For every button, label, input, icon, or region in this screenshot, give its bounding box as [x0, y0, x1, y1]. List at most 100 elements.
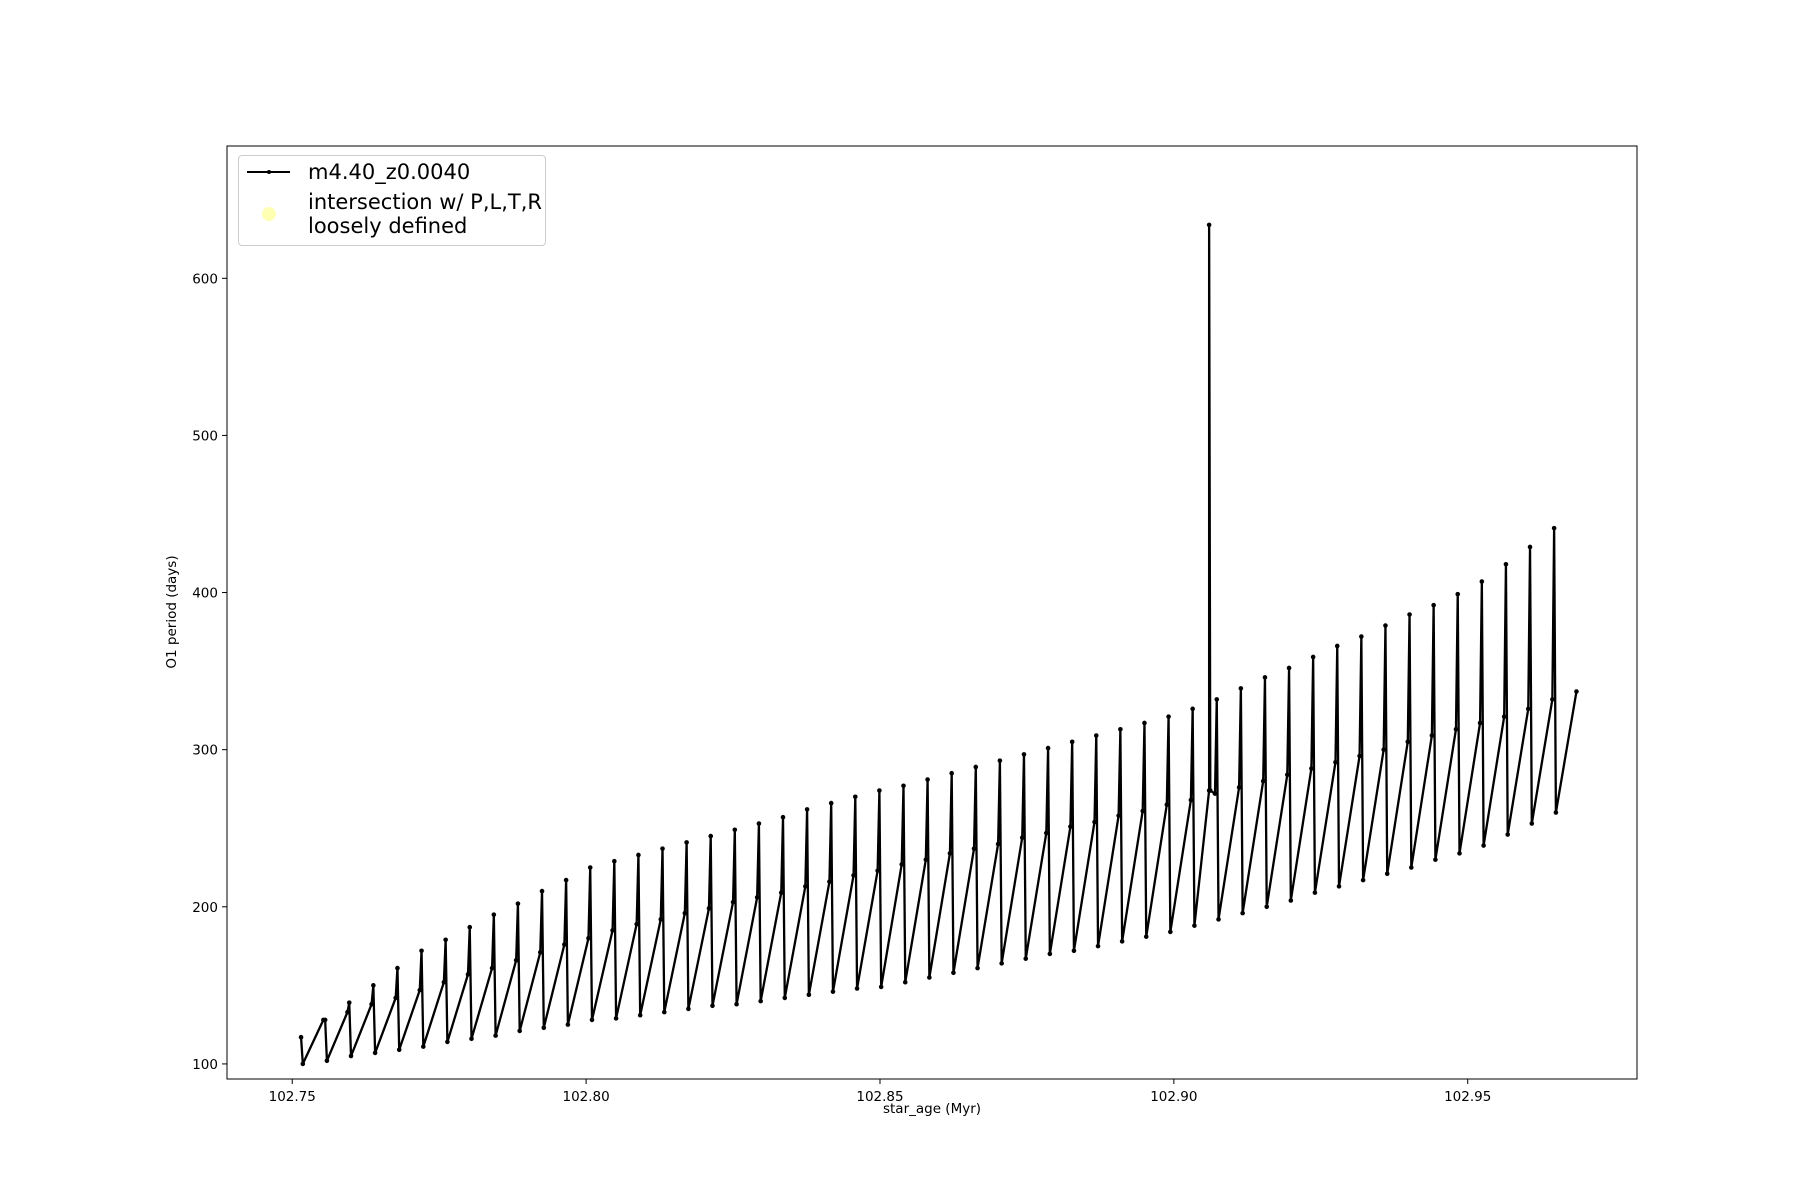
point-marker	[1190, 706, 1195, 712]
point-marker	[854, 986, 860, 991]
point-marker	[708, 833, 714, 839]
point-marker	[852, 794, 858, 800]
point-marker	[730, 899, 736, 905]
point-marker	[1238, 686, 1244, 691]
point-marker	[1384, 871, 1390, 877]
point-marker	[1260, 778, 1266, 784]
point-marker	[661, 1009, 667, 1015]
point-marker	[562, 942, 567, 947]
point-marker	[682, 910, 688, 916]
point-marker	[1288, 898, 1294, 903]
point-marker	[1262, 675, 1268, 680]
point-marker	[684, 840, 689, 845]
point-marker	[1310, 654, 1316, 660]
y-tick-label: 500	[192, 428, 218, 444]
point-marker	[1457, 851, 1462, 856]
point-marker	[346, 1000, 352, 1005]
series-line	[299, 223, 1578, 1066]
point-marker	[971, 846, 977, 851]
point-marker	[902, 979, 908, 985]
point-marker	[686, 1006, 691, 1012]
point-marker	[541, 1025, 547, 1031]
point-marker	[1360, 877, 1366, 883]
point-marker	[1525, 706, 1531, 712]
point-marker	[758, 998, 763, 1004]
point-marker	[778, 890, 784, 895]
point-marker	[396, 1047, 402, 1053]
point-marker	[493, 1033, 498, 1038]
point-marker	[1409, 865, 1414, 870]
legend-marker	[262, 207, 276, 221]
point-marker	[1214, 697, 1220, 702]
point-marker	[1574, 689, 1579, 694]
point-marker	[1095, 943, 1101, 949]
point-marker	[348, 1053, 354, 1059]
point-marker	[465, 972, 471, 977]
point-marker	[371, 983, 376, 988]
point-marker	[997, 758, 1003, 763]
point-marker	[803, 884, 808, 889]
point-marker	[537, 950, 543, 955]
point-marker	[1453, 726, 1459, 732]
point-marker	[973, 764, 979, 770]
point-marker	[324, 1058, 330, 1064]
point-marker	[1188, 797, 1194, 803]
x-tick-label: 102.80	[562, 1089, 609, 1105]
point-marker	[827, 879, 832, 884]
y-tick-label: 200	[192, 900, 218, 916]
point-marker	[878, 984, 884, 990]
x-axis-label: star_age (Myr)	[883, 1101, 981, 1117]
point-marker	[1336, 884, 1342, 889]
point-marker	[1140, 808, 1146, 814]
legend-marker	[267, 170, 271, 174]
point-marker	[1212, 791, 1218, 796]
legend: m4.40_z0.0040 intersection w/ P,L,T,R loo…	[238, 155, 546, 246]
point-marker	[300, 1061, 306, 1067]
point-marker	[322, 1017, 328, 1023]
point-marker	[445, 1039, 450, 1045]
point-marker	[1553, 810, 1559, 815]
point-marker	[1023, 956, 1029, 961]
point-marker	[828, 800, 834, 806]
point-marker	[1357, 753, 1362, 759]
point-marker	[1383, 623, 1388, 628]
point-marker	[1119, 939, 1125, 944]
point-marker	[901, 783, 906, 789]
point-marker	[637, 1012, 643, 1018]
point-marker	[1284, 772, 1290, 778]
point-marker	[899, 862, 905, 867]
point-marker	[1216, 917, 1221, 922]
x-tick-label: 102.85	[856, 1089, 903, 1105]
point-marker	[1429, 733, 1435, 738]
point-marker	[1142, 720, 1147, 726]
point-marker	[1207, 788, 1213, 793]
point-marker	[1431, 602, 1436, 608]
point-marker	[298, 1034, 304, 1040]
point-marker	[395, 965, 400, 971]
legend-label: m4.40_z0.0040	[308, 160, 471, 184]
point-marker	[1118, 726, 1123, 732]
point-marker	[999, 961, 1004, 966]
y-tick-label: 100	[192, 1057, 218, 1073]
point-marker	[1019, 835, 1025, 840]
point-marker	[1309, 766, 1314, 771]
point-marker	[706, 906, 712, 911]
y-tick-label: 300	[192, 743, 218, 759]
point-marker	[1550, 697, 1555, 702]
point-marker	[467, 924, 473, 930]
legend-swatch	[262, 207, 276, 221]
point-marker	[417, 987, 423, 993]
point-marker	[563, 877, 569, 883]
point-marker	[345, 1009, 350, 1015]
point-marker	[1045, 745, 1051, 751]
point-marker	[1068, 824, 1073, 829]
point-marker	[780, 814, 786, 820]
point-marker	[1164, 802, 1170, 807]
y-tick-label: 400	[192, 586, 218, 602]
point-marker	[1071, 948, 1077, 954]
point-marker	[1286, 665, 1292, 671]
point-marker	[1044, 830, 1049, 836]
point-marker	[1505, 832, 1510, 837]
point-marker	[612, 858, 617, 864]
point-marker	[1069, 739, 1075, 745]
